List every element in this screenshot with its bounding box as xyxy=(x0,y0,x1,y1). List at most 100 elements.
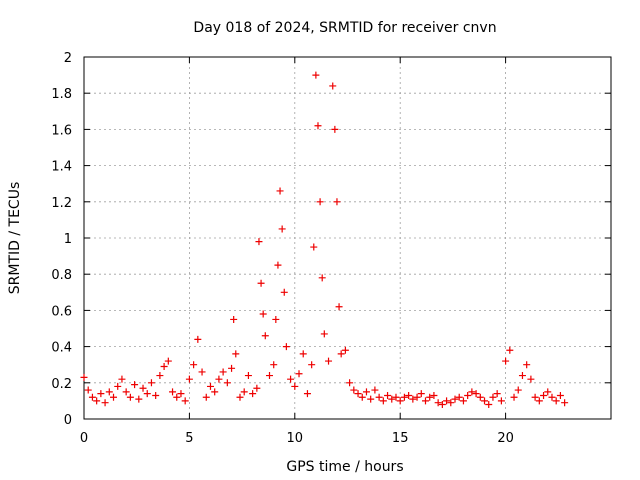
data-point xyxy=(362,388,370,396)
y-tick-label: 0.6 xyxy=(51,304,72,319)
data-point xyxy=(287,375,295,383)
data-point xyxy=(318,274,326,282)
data-point xyxy=(438,401,446,409)
data-point xyxy=(468,388,476,396)
data-point xyxy=(80,373,88,381)
data-point xyxy=(215,375,223,383)
chart-title: Day 018 of 2024, SRMTID for receiver cnv… xyxy=(193,20,496,36)
x-tick-label: 5 xyxy=(185,431,193,446)
data-point xyxy=(105,388,113,396)
data-point xyxy=(518,372,526,380)
y-tick-label: 0.8 xyxy=(51,268,72,283)
x-tick-label: 20 xyxy=(497,431,514,446)
plot-frame xyxy=(83,56,612,420)
data-point xyxy=(139,384,147,392)
data-point xyxy=(135,395,143,403)
data-point xyxy=(303,390,311,398)
data-point xyxy=(257,279,265,287)
data-point xyxy=(181,397,189,405)
data-point xyxy=(379,397,387,405)
data-point xyxy=(443,397,451,405)
axis-ticks: 00.20.40.60.811.21.41.61.820 5 10 15 20 xyxy=(51,51,611,446)
data-point xyxy=(548,393,556,401)
y-axis-label: SRMTID / TECUs xyxy=(7,182,23,295)
data-point xyxy=(426,393,434,401)
data-point xyxy=(240,388,248,396)
data-point xyxy=(409,395,417,403)
data-point xyxy=(358,393,366,401)
data-point xyxy=(152,391,160,399)
data-point xyxy=(506,346,514,354)
data-point xyxy=(228,364,236,372)
data-point xyxy=(417,390,425,398)
data-point xyxy=(384,391,392,399)
data-point xyxy=(291,382,299,390)
x-tick-label: 10 xyxy=(287,431,304,446)
data-point xyxy=(274,261,282,269)
data-point xyxy=(350,386,358,394)
data-point xyxy=(312,71,320,79)
data-point xyxy=(523,361,531,369)
data-point xyxy=(202,393,210,401)
y-tick-label: 0.2 xyxy=(51,377,72,392)
data-point xyxy=(405,391,413,399)
x-tick-label: 0 xyxy=(80,431,88,446)
data-point xyxy=(270,361,278,369)
data-point xyxy=(160,363,168,371)
data-point xyxy=(561,399,569,407)
data-point xyxy=(114,382,122,390)
data-point xyxy=(392,393,400,401)
data-point xyxy=(244,372,252,380)
data-point xyxy=(337,350,345,358)
data-point xyxy=(190,361,198,369)
y-tick-label: 2 xyxy=(64,51,72,66)
data-point xyxy=(230,315,238,323)
y-tick-label: 1.6 xyxy=(51,123,72,138)
data-point xyxy=(122,388,130,396)
data-point xyxy=(544,388,552,396)
data-point xyxy=(464,391,472,399)
data-point xyxy=(346,379,354,387)
data-point xyxy=(253,384,261,392)
data-point xyxy=(331,125,339,133)
data-point xyxy=(110,393,118,401)
data-point xyxy=(434,399,442,407)
data-point xyxy=(472,390,480,398)
data-point xyxy=(169,388,177,396)
data-point xyxy=(375,393,383,401)
data-point xyxy=(329,82,337,90)
data-point xyxy=(88,393,96,401)
data-point xyxy=(278,225,286,233)
data-point xyxy=(316,198,324,206)
data-point xyxy=(266,372,274,380)
data-point xyxy=(261,332,269,340)
data-point xyxy=(143,390,151,398)
y-tick-label: 0.4 xyxy=(51,341,72,356)
data-point xyxy=(341,346,349,354)
data-point xyxy=(430,391,438,399)
data-point xyxy=(282,343,290,351)
data-point xyxy=(118,375,126,383)
data-point xyxy=(413,393,421,401)
data-point xyxy=(485,401,493,409)
data-point xyxy=(194,335,202,343)
data-point xyxy=(147,379,155,387)
data-point xyxy=(272,315,280,323)
data-point xyxy=(131,381,139,389)
data-point xyxy=(502,357,510,365)
data-point xyxy=(333,198,341,206)
data-point xyxy=(451,395,459,403)
y-tick-label: 0 xyxy=(64,413,72,428)
data-point xyxy=(280,288,288,296)
data-point xyxy=(314,122,322,130)
data-point xyxy=(310,243,318,251)
data-point xyxy=(527,375,535,383)
data-point xyxy=(459,397,467,405)
data-point xyxy=(320,330,328,338)
data-point xyxy=(371,386,379,394)
data-point xyxy=(206,382,214,390)
data-point xyxy=(531,393,539,401)
data-point xyxy=(249,390,257,398)
data-point xyxy=(232,350,240,358)
